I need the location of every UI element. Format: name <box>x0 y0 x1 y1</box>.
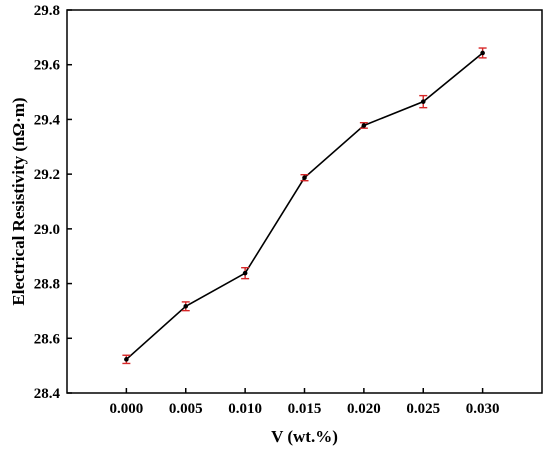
y-tick-label: 28.4 <box>34 386 61 402</box>
y-tick-label: 28.8 <box>34 277 60 293</box>
y-tick-label: 28.6 <box>34 331 61 347</box>
series-line <box>125 52 484 360</box>
x-axis: 0.000 0.005 0.010 0.015 0.020 0.025 0.030 <box>110 388 500 417</box>
y-tick-label: 29.4 <box>34 112 61 128</box>
data-point <box>420 99 426 104</box>
y-axis: 28.4 28.6 28.8 29.0 29.2 29.4 29.6 29.8 <box>34 3 72 402</box>
x-tick-label: 0.025 <box>406 401 440 417</box>
y-tick-label: 29.2 <box>34 167 60 183</box>
x-tick-label: 0.010 <box>228 401 262 417</box>
x-tick-label: 0.015 <box>288 401 322 417</box>
y-tick-label: 29.8 <box>34 3 60 19</box>
data-point <box>183 303 189 309</box>
x-tick-label: 0.020 <box>347 401 381 417</box>
x-tick-label: 0.000 <box>110 401 144 417</box>
data-point <box>124 357 129 362</box>
x-tick-label: 0.030 <box>466 401 500 417</box>
y-tick-label: 29.0 <box>34 222 60 238</box>
data-point <box>302 175 307 180</box>
plot-frame <box>66 9 543 394</box>
y-axis-title: Electrical Resistivity (nΩ·m) <box>9 97 28 305</box>
x-tick-label: 0.005 <box>169 401 203 417</box>
data-point <box>480 50 485 56</box>
x-axis-title: V (wt.%) <box>271 427 338 446</box>
data-point <box>242 270 248 276</box>
y-tick-label: 29.6 <box>34 58 61 74</box>
data-series <box>122 47 487 365</box>
data-point <box>361 123 367 128</box>
